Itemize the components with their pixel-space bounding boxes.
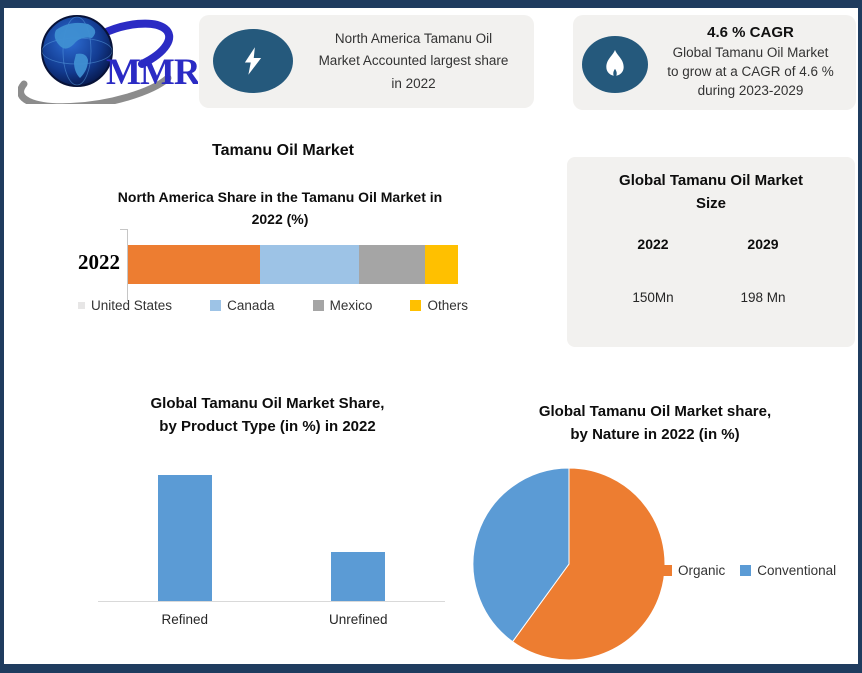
legend-marker-others xyxy=(410,299,422,311)
legend-item-united-states: United States xyxy=(78,298,172,313)
legend-item-others: Others xyxy=(410,298,468,313)
bar-unrefined xyxy=(331,552,386,601)
mmr-logo: MMR xyxy=(17,8,203,111)
category-label-refined: Refined xyxy=(161,612,209,627)
cagr-value: 4.6 % CAGR xyxy=(707,24,794,41)
bar-segment-mexico xyxy=(359,245,425,284)
na-chart-title: North America Share in the Tamanu Oil Ma… xyxy=(117,189,443,228)
pt-column-refined xyxy=(98,421,272,601)
pie-slice-conventional xyxy=(472,467,570,643)
bar-refined xyxy=(157,475,212,601)
legend-label-organic: Organic xyxy=(678,563,726,578)
value-2029: 198 Mn xyxy=(740,290,786,305)
pt-labels: Refined Unrefined xyxy=(98,612,445,627)
nature-pie-title: Global Tamanu Oil Market share, by Natur… xyxy=(538,403,772,444)
highlight-card-share: North America Tamanu Oil Market Accounte… xyxy=(199,15,534,108)
year-2022: 2022 xyxy=(637,236,669,252)
legend-marker-conventional xyxy=(740,565,752,576)
legend-label-conventional: Conventional xyxy=(757,563,837,578)
market-size-years: 2022 2029 xyxy=(597,236,827,252)
pie-slice-organic xyxy=(511,467,666,661)
bar-segment-united-states xyxy=(128,245,260,284)
market-size-card: Global Tamanu Oil Market Size 2022 2029 … xyxy=(567,157,855,347)
year-2029: 2029 xyxy=(747,236,779,252)
market-size-values: 150Mn 198 Mn xyxy=(597,290,827,305)
lightning-icon xyxy=(213,29,293,93)
legend-item-mexico: Mexico xyxy=(312,297,373,313)
y-axis-line xyxy=(127,229,128,301)
bar-segment-canada xyxy=(260,245,359,284)
legend-label-united-states: United States xyxy=(91,297,173,313)
nature-pie-chart xyxy=(472,467,666,661)
legend-marker-organic xyxy=(661,565,672,576)
x-axis-line xyxy=(98,601,445,602)
legend-label-others: Others xyxy=(427,297,468,313)
pie-legend: Organic Conventional xyxy=(661,563,836,578)
legend-marker-mexico xyxy=(312,299,324,311)
pt-plot xyxy=(98,421,445,601)
axis-tick xyxy=(120,229,128,230)
highlight-card-share-text: North America Tamanu Oil Market Accounte… xyxy=(318,31,509,91)
category-label-2022: 2022 xyxy=(78,250,120,274)
globe-icon: MMR xyxy=(17,15,203,111)
legend-label-canada: Canada xyxy=(227,297,275,313)
category-label-unrefined: Unrefined xyxy=(328,612,388,627)
product-type-chart-title: Global Tamanu Oil Market Share, by Produ… xyxy=(150,395,385,436)
bar-segment-others xyxy=(425,245,458,284)
legend-marker-canada xyxy=(210,299,222,311)
legend-item-canada: Canada xyxy=(210,298,274,313)
na-legend: United States Canada Mexico Others xyxy=(78,295,468,315)
value-2022: 150Mn xyxy=(632,290,674,305)
market-size-title: Global Tamanu Oil Market Size xyxy=(619,172,803,212)
legend-item-organic: Organic xyxy=(661,563,725,578)
pt-column-unrefined xyxy=(272,421,446,601)
stacked-bar xyxy=(128,245,458,284)
flame-icon xyxy=(582,36,648,93)
legend-marker-united-states xyxy=(78,301,85,309)
highlight-card-cagr-body: 4.6 % CAGR Global Tamanu Oil Market to g… xyxy=(653,24,848,100)
cagr-text: Global Tamanu Oil Market to grow at a CA… xyxy=(667,45,834,99)
page-title: Tamanu Oil Market xyxy=(212,142,354,159)
legend-item-conventional: Conventional xyxy=(740,563,836,578)
logo-text: MMR xyxy=(106,52,198,93)
highlight-card-cagr: 4.6 % CAGR Global Tamanu Oil Market to g… xyxy=(573,15,856,110)
legend-label-mexico: Mexico xyxy=(329,297,373,313)
